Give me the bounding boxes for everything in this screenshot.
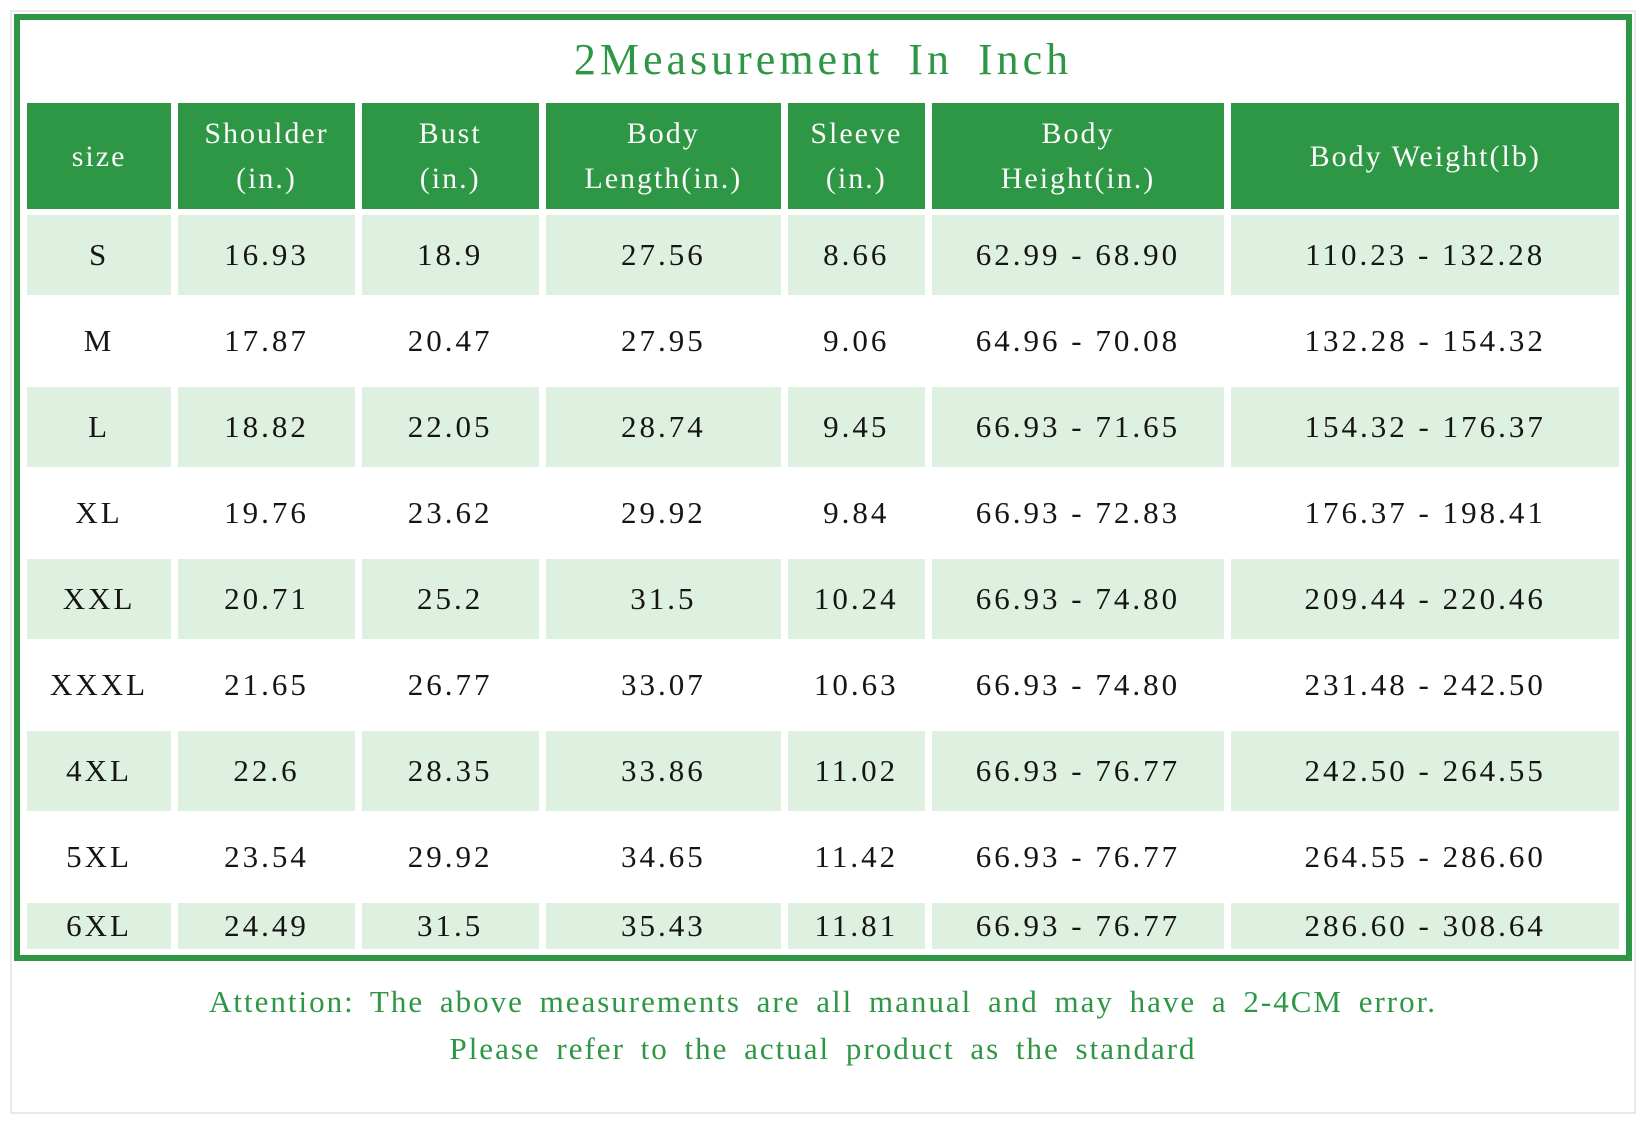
cell-shoulder: 22.6	[178, 731, 355, 811]
cell-bust: 23.62	[361, 473, 539, 553]
cell-body_height: 62.99 - 68.90	[931, 215, 1225, 295]
cell-shoulder: 17.87	[178, 301, 355, 381]
size-measurement-table: size Shoulder (in.) Bust (in.) Body Length(…	[20, 97, 1626, 955]
cell-body_weight: 264.55 - 286.60	[1231, 817, 1619, 897]
cell-body_weight: 209.44 - 220.46	[1231, 559, 1619, 639]
cell-shoulder: 19.76	[178, 473, 355, 553]
cell-body_height: 66.93 - 72.83	[931, 473, 1225, 553]
cell-size: 4XL	[27, 731, 172, 811]
cell-body_weight: 110.23 - 132.28	[1231, 215, 1619, 295]
attention-note-line2: Please refer to the actual product as th…	[449, 1030, 1197, 1066]
cell-body_length: 28.74	[545, 387, 782, 467]
chart-title: 2Measurement In Inch	[20, 20, 1626, 97]
cell-shoulder: 16.93	[178, 215, 355, 295]
column-header-body_length: Body Length(in.)	[545, 103, 782, 209]
cell-body_weight: 154.32 - 176.37	[1231, 387, 1619, 467]
table-row: S 16.93 18.9 27.56 8.66 62.99 - 68.90 110.23 -…	[27, 215, 1619, 295]
cell-sleeve: 10.24	[788, 559, 925, 639]
cell-size: L	[27, 387, 172, 467]
cell-body_height: 66.93 - 74.80	[931, 645, 1225, 725]
table-row: 4XL 22.6 28.35 33.86 11.02 66.93 - 76.77 242.5…	[27, 731, 1619, 811]
table-row: XXL 20.71 25.2 31.5 10.24 66.93 - 74.80 209.44…	[27, 559, 1619, 639]
table-row: XXXL 21.65 26.77 33.07 10.63 66.93 - 74.80 231…	[27, 645, 1619, 725]
attention-note-line1: Attention: The above measurements are al…	[208, 984, 1437, 1019]
column-header-bust: Bust (in.)	[361, 103, 539, 209]
cell-sleeve: 11.42	[788, 817, 925, 897]
cell-body_weight: 231.48 - 242.50	[1231, 645, 1619, 725]
cell-shoulder: 21.65	[178, 645, 355, 725]
cell-sleeve: 9.06	[788, 301, 925, 381]
cell-bust: 20.47	[361, 301, 539, 381]
cell-shoulder: 23.54	[178, 817, 355, 897]
cell-body_weight: 286.60 - 308.64	[1231, 903, 1619, 949]
table-header-row: size Shoulder (in.) Bust (in.) Body Length(…	[27, 103, 1619, 209]
table-row: M 17.87 20.47 27.95 9.06 64.96 - 70.08 132.28 …	[27, 301, 1619, 381]
table-row: L 18.82 22.05 28.74 9.45 66.93 - 71.65 154.32 …	[27, 387, 1619, 467]
cell-size: XL	[27, 473, 172, 553]
cell-sleeve: 9.45	[788, 387, 925, 467]
cell-body_length: 33.86	[545, 731, 782, 811]
cell-body_length: 27.95	[545, 301, 782, 381]
table-row: XL 19.76 23.62 29.92 9.84 66.93 - 72.83 176.37…	[27, 473, 1619, 553]
cell-size: 5XL	[27, 817, 172, 897]
table-row: 6XL 24.49 31.5 35.43 11.81 66.93 - 76.77 286.6…	[27, 903, 1619, 949]
cell-bust: 25.2	[361, 559, 539, 639]
cell-bust: 26.77	[361, 645, 539, 725]
cell-body_height: 64.96 - 70.08	[931, 301, 1225, 381]
cell-body_height: 66.93 - 76.77	[931, 817, 1225, 897]
table-body: S 16.93 18.9 27.56 8.66 62.99 - 68.90 110.23 -…	[27, 215, 1619, 949]
cell-body_weight: 242.50 - 264.55	[1231, 731, 1619, 811]
cell-bust: 29.92	[361, 817, 539, 897]
cell-body_length: 29.92	[545, 473, 782, 553]
attention-note: Attention: The above measurements are al…	[14, 961, 1632, 1088]
cell-body_height: 66.93 - 76.77	[931, 903, 1225, 949]
cell-shoulder: 18.82	[178, 387, 355, 467]
cell-size: XXL	[27, 559, 172, 639]
table-row: 5XL 23.54 29.92 34.65 11.42 66.93 - 76.77 264.…	[27, 817, 1619, 897]
table-header: size Shoulder (in.) Bust (in.) Body Length(…	[27, 103, 1619, 209]
column-header-sleeve: Sleeve (in.)	[788, 103, 925, 209]
measurement-table-box: 2Measurement In Inch size Shoulder (in.) B…	[14, 14, 1632, 961]
cell-sleeve: 11.81	[788, 903, 925, 949]
cell-sleeve: 10.63	[788, 645, 925, 725]
cell-body_length: 34.65	[545, 817, 782, 897]
cell-body_height: 66.93 - 71.65	[931, 387, 1225, 467]
cell-body_height: 66.93 - 74.80	[931, 559, 1225, 639]
cell-bust: 31.5	[361, 903, 539, 949]
cell-size: 6XL	[27, 903, 172, 949]
cell-body_length: 31.5	[545, 559, 782, 639]
column-header-size: size	[27, 103, 172, 209]
column-header-body_height: Body Height(in.)	[931, 103, 1225, 209]
cell-body_length: 33.07	[545, 645, 782, 725]
column-header-body_weight: Body Weight(lb)	[1231, 103, 1619, 209]
column-header-shoulder: Shoulder (in.)	[178, 103, 355, 209]
cell-body_weight: 132.28 - 154.32	[1231, 301, 1619, 381]
cell-body_length: 27.56	[545, 215, 782, 295]
cell-body_weight: 176.37 - 198.41	[1231, 473, 1619, 553]
cell-sleeve: 11.02	[788, 731, 925, 811]
cell-size: S	[27, 215, 172, 295]
cell-bust: 28.35	[361, 731, 539, 811]
cell-sleeve: 8.66	[788, 215, 925, 295]
cell-body_height: 66.93 - 76.77	[931, 731, 1225, 811]
cell-bust: 22.05	[361, 387, 539, 467]
cell-body_length: 35.43	[545, 903, 782, 949]
size-chart-panel: 2Measurement In Inch size Shoulder (in.) B…	[10, 10, 1636, 1114]
cell-size: XXXL	[27, 645, 172, 725]
cell-sleeve: 9.84	[788, 473, 925, 553]
cell-shoulder: 20.71	[178, 559, 355, 639]
cell-size: M	[27, 301, 172, 381]
cell-bust: 18.9	[361, 215, 539, 295]
cell-shoulder: 24.49	[178, 903, 355, 949]
